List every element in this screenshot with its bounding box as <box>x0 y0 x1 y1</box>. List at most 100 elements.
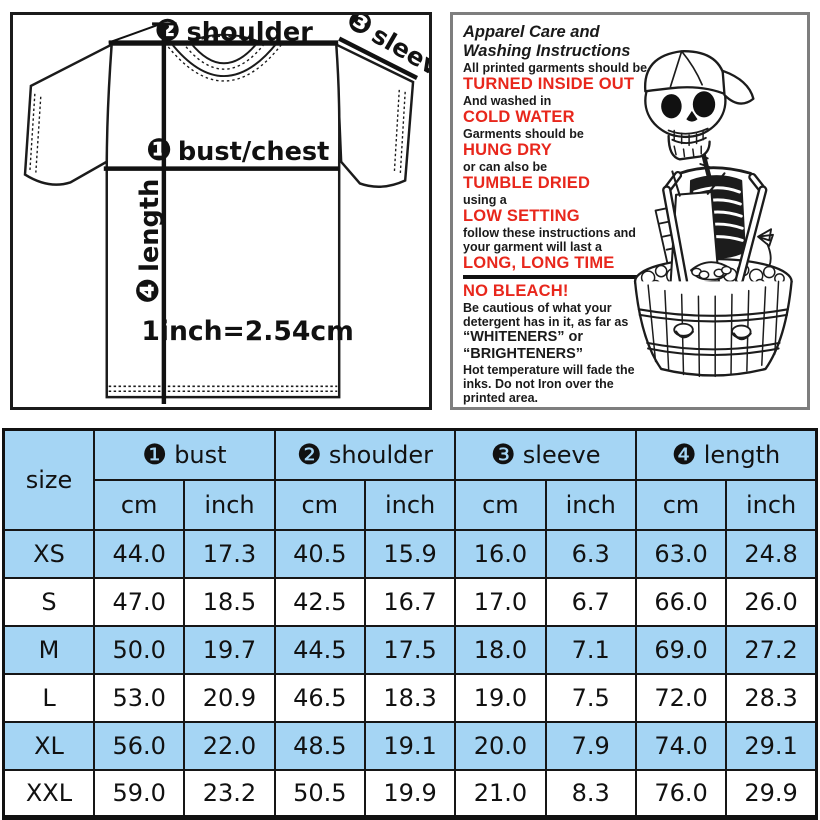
divider-rule <box>463 275 667 279</box>
backwards-cap <box>644 50 755 105</box>
measurement-lines <box>103 22 419 405</box>
care-line: “BRIGHTENERS” <box>463 346 584 362</box>
group-header-length: ❹ length <box>634 428 818 481</box>
value-cell: 29.1 <box>725 720 818 771</box>
unit-header-cm: cm <box>273 478 366 531</box>
skeleton-washing-illustration <box>633 50 793 378</box>
value-cell: 44.0 <box>92 528 186 579</box>
value-cell: 48.5 <box>273 720 366 771</box>
circled-3-icon: ❸ <box>490 438 516 472</box>
value-cell: 19.1 <box>363 720 457 771</box>
value-cell: 42.5 <box>273 576 366 627</box>
care-line: COLD WATER <box>463 108 575 126</box>
unit-header-inch: inch <box>363 478 457 531</box>
circled-2-icon: ❷ <box>296 438 322 472</box>
table-row-xxl: XXL 59.0 23.2 50.5 19.9 21.0 8.3 76.0 29… <box>2 768 818 819</box>
washtub <box>633 280 793 378</box>
value-cell: 7.5 <box>544 672 637 723</box>
length-measure-label: ❹length <box>131 179 166 304</box>
value-cell: 19.9 <box>363 768 457 819</box>
value-cell: 50.0 <box>92 624 186 675</box>
care-line: detergent has in it, as far as <box>463 315 629 329</box>
care-instructions-panel: Apparel Care and Washing Instructions Al… <box>450 12 810 410</box>
value-cell: 8.3 <box>544 768 637 819</box>
value-cell: 29.9 <box>725 768 818 819</box>
size-cell: XL <box>2 720 95 771</box>
collar <box>164 33 284 82</box>
care-line: inks. Do not Iron over the <box>463 377 614 391</box>
skeleton <box>644 50 774 287</box>
inch-conversion-note: 1inch=2.54cm <box>141 316 353 347</box>
care-line: TURNED INSIDE OUT <box>463 75 635 93</box>
value-cell: 7.1 <box>544 624 637 675</box>
value-cell: 18.3 <box>363 672 457 723</box>
bust-measure-label: ❶ bust/chest <box>146 133 329 168</box>
value-cell: 17.3 <box>183 528 276 579</box>
tshirt-sleeves <box>23 42 415 188</box>
table-row-m: M 50.0 19.7 44.5 17.5 18.0 7.1 69.0 27.2 <box>2 624 818 675</box>
group-header-shoulder: ❷ shoulder <box>273 428 457 481</box>
size-cell: XS <box>2 528 95 579</box>
value-cell: 44.5 <box>273 624 366 675</box>
table-row-xl: XL 56.0 22.0 48.5 19.1 20.0 7.9 74.0 29.… <box>2 720 818 771</box>
shoulder-measure-label: ❷ shoulder <box>155 15 313 49</box>
value-cell: 50.5 <box>273 768 366 819</box>
care-line: follow these instructions and <box>463 226 636 240</box>
value-cell: 76.0 <box>634 768 728 819</box>
unit-header-inch: inch <box>544 478 637 531</box>
unit-header-inch: inch <box>725 478 818 531</box>
care-line: your garment will last a <box>463 240 602 254</box>
value-cell: 26.0 <box>725 576 818 627</box>
group-header-sleeve: ❸ sleeve <box>454 428 637 481</box>
value-cell: 72.0 <box>634 672 728 723</box>
value-cell: 74.0 <box>634 720 728 771</box>
value-cell: 27.2 <box>725 624 818 675</box>
table-header-units: cm inch cm inch cm inch cm inch <box>4 478 818 531</box>
size-cell: XXL <box>2 768 95 819</box>
value-cell: 23.2 <box>183 768 276 819</box>
care-line: Garments should be <box>463 127 584 141</box>
value-cell: 6.3 <box>544 528 637 579</box>
value-cell: 63.0 <box>634 528 728 579</box>
value-cell: 22.0 <box>183 720 276 771</box>
table-row-xs: XS 44.0 17.3 40.5 15.9 16.0 6.3 63.0 24.… <box>2 528 818 579</box>
care-line: Be cautious of what your <box>463 301 612 315</box>
care-line: TUMBLE DRIED <box>463 174 591 192</box>
value-cell: 20.9 <box>183 672 276 723</box>
value-cell: 20.0 <box>454 720 547 771</box>
value-cell: 19.7 <box>183 624 276 675</box>
circled-4-icon: ❹ <box>671 438 697 472</box>
care-line: NO BLEACH! <box>463 282 569 300</box>
unit-header-cm: cm <box>634 478 728 531</box>
care-line: “WHITENERS” or <box>463 329 584 345</box>
care-line: All printed garments should be <box>463 61 648 75</box>
table-header-groups: size ❶ bust ❷ shoulder ❸ sleeve ❹ length <box>2 428 818 531</box>
value-cell: 53.0 <box>92 672 186 723</box>
size-cell: L <box>2 672 95 723</box>
hem-stitching <box>108 385 338 393</box>
tshirt-diagram: ❷ shoulder ❸sleeve ❶ bust/chest ❹length 1i… <box>23 15 429 405</box>
value-cell: 56.0 <box>92 720 186 771</box>
value-cell: 24.8 <box>725 528 818 579</box>
group-header-bust: ❶ bust <box>93 428 276 481</box>
care-line: LOW SETTING <box>463 207 580 225</box>
care-line: or can also be <box>463 160 548 174</box>
unit-header-cm: cm <box>454 478 547 531</box>
size-cell: S <box>2 576 95 627</box>
value-cell: 7.9 <box>544 720 637 771</box>
value-cell: 47.0 <box>92 576 186 627</box>
care-title-line: Apparel Care and <box>463 23 600 41</box>
value-cell: 66.0 <box>634 576 728 627</box>
table-row-s: S 47.0 18.5 42.5 16.7 17.0 6.7 66.0 26.0 <box>2 576 818 627</box>
value-cell: 19.0 <box>454 672 547 723</box>
care-line: HUNG DRY <box>463 141 552 159</box>
value-cell: 18.0 <box>454 624 547 675</box>
value-cell: 40.5 <box>273 528 366 579</box>
size-cell: M <box>2 624 95 675</box>
value-cell: 17.5 <box>363 624 457 675</box>
care-title-line: Washing Instructions <box>463 42 631 60</box>
value-cell: 59.0 <box>92 768 186 819</box>
size-column-header: size <box>2 428 95 531</box>
value-cell: 46.5 <box>273 672 366 723</box>
